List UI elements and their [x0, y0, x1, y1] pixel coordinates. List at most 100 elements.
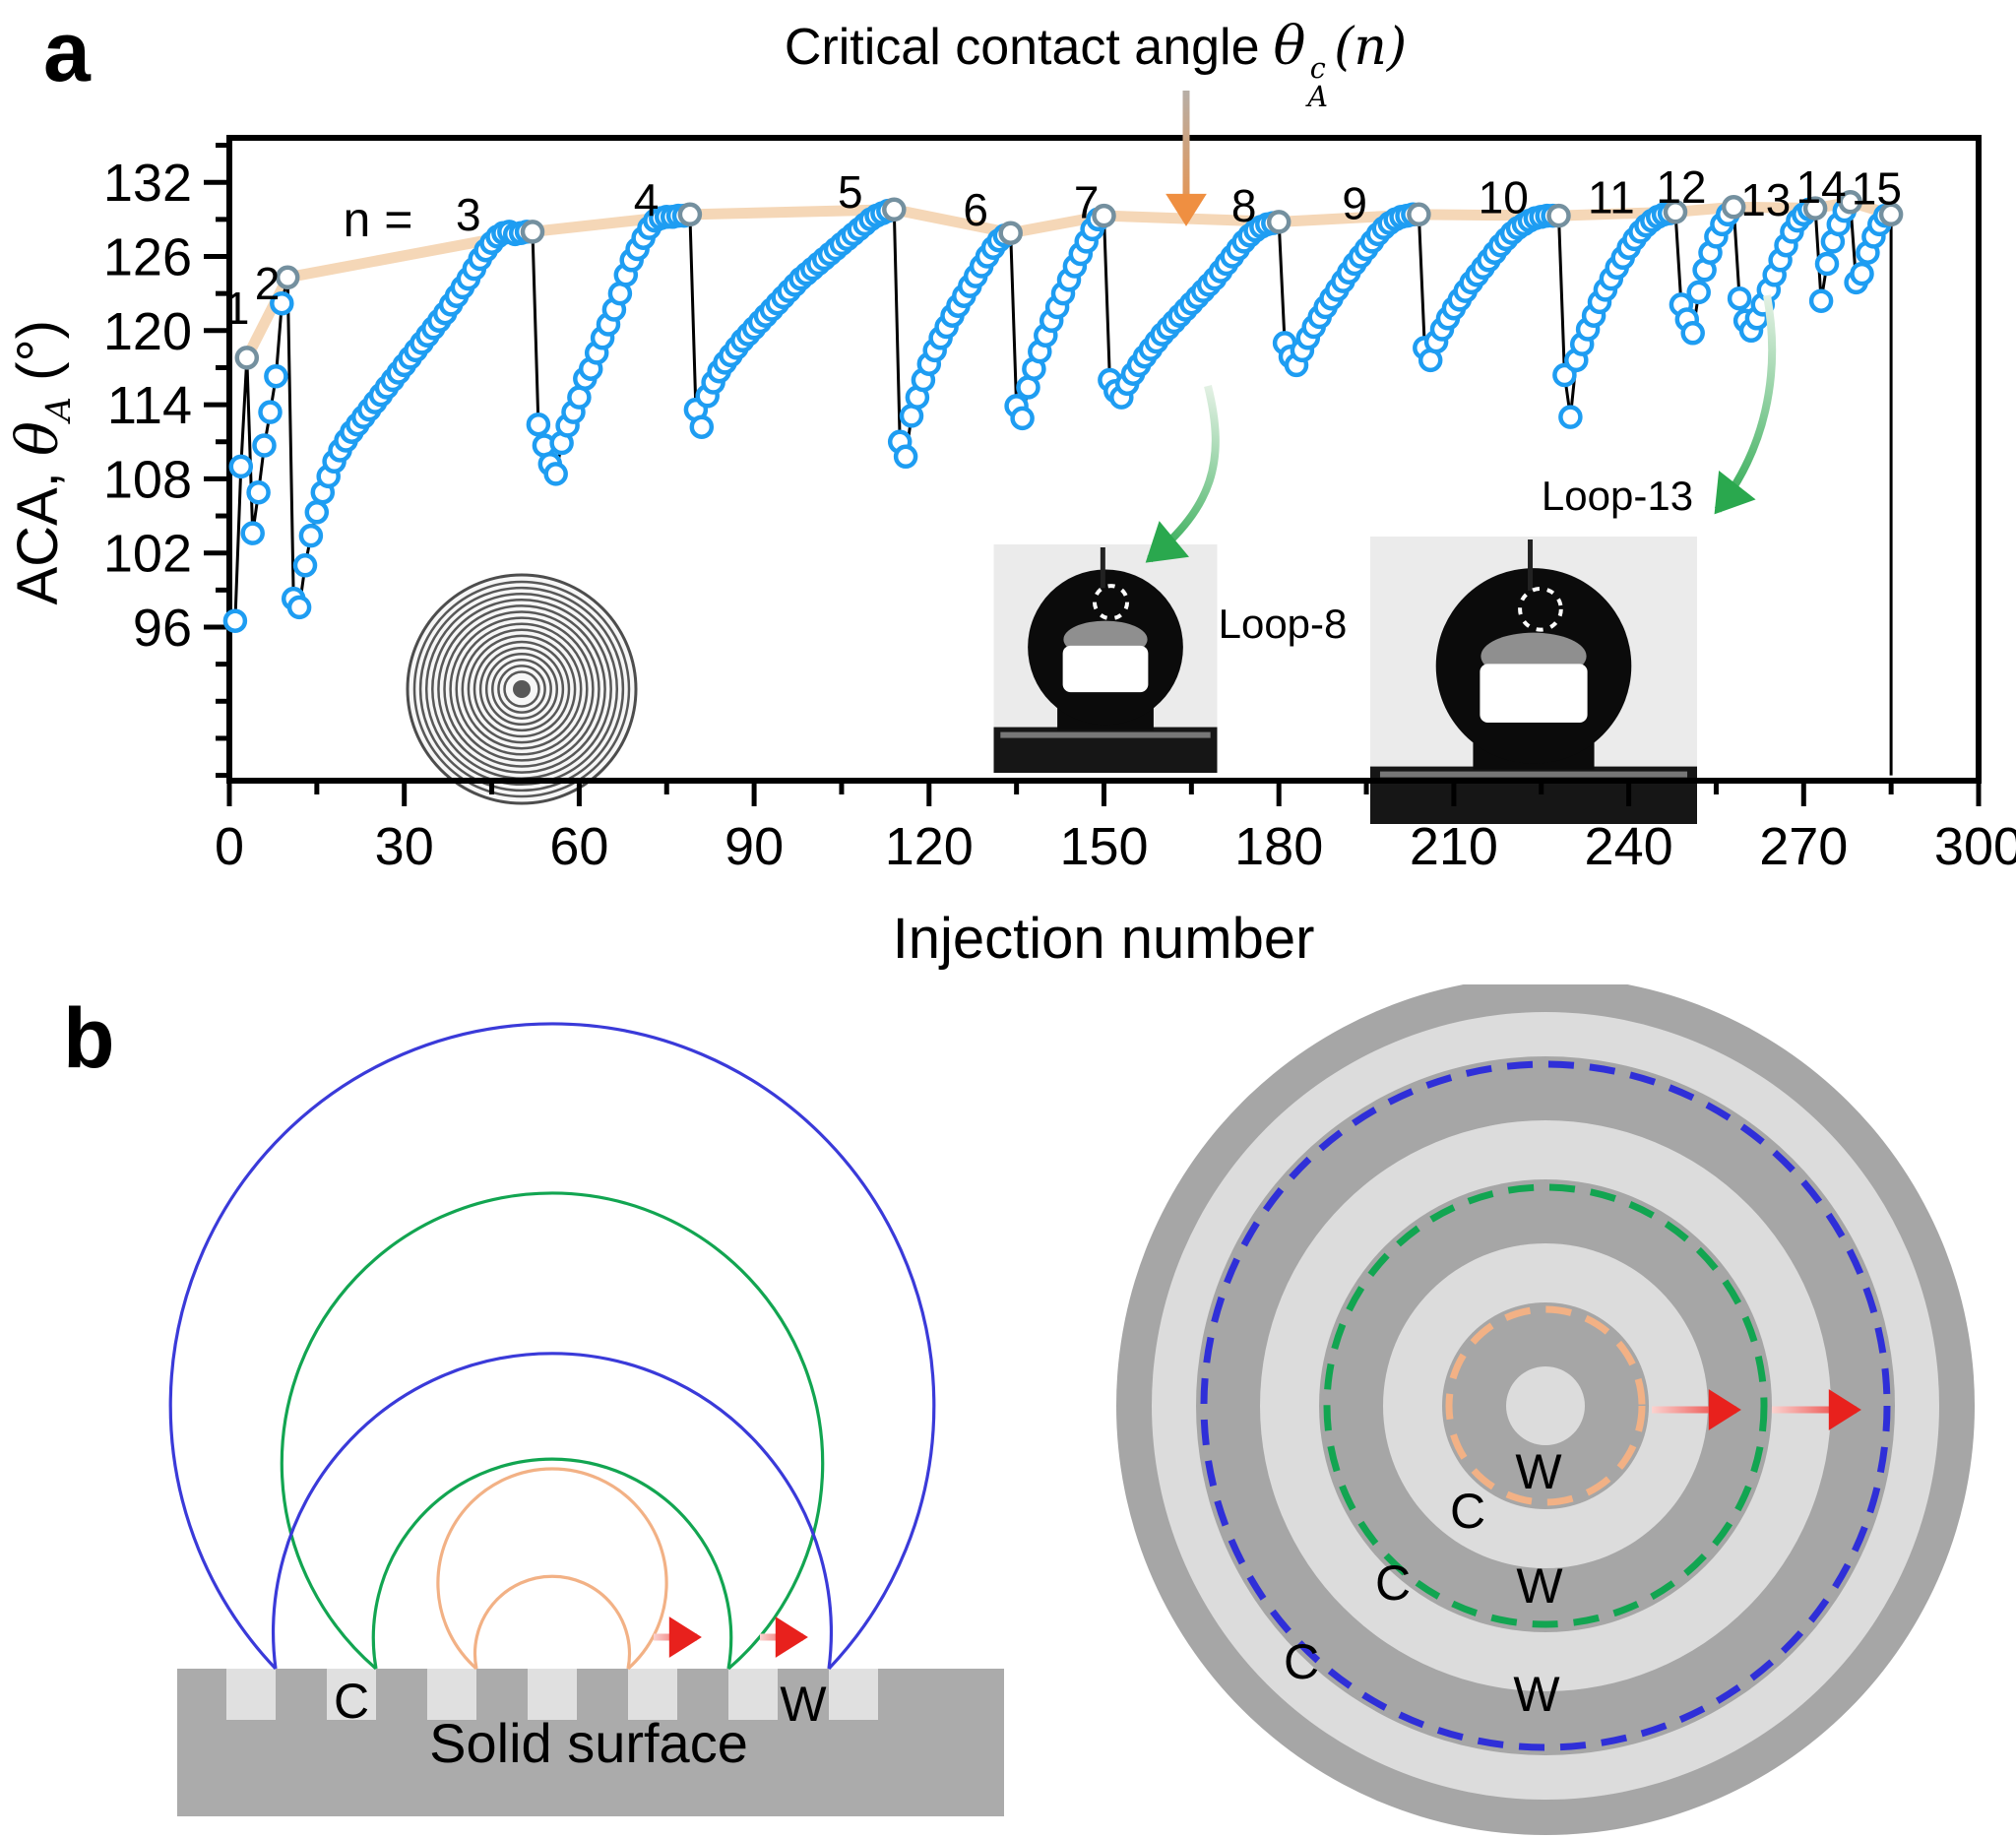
cross-section-w-label: W [780, 1677, 827, 1732]
data-marker [304, 500, 330, 525]
peak-marker [677, 202, 703, 227]
peak-marker [1838, 190, 1862, 215]
drop-profile-large-high [168, 1022, 936, 1671]
x-axis-title: Injection number [892, 907, 1315, 971]
loop13-pointer-arrow [1714, 294, 1777, 515]
data-marker [240, 521, 265, 545]
pattern-center-dot [513, 680, 531, 698]
x-tick-label: 60 [549, 817, 608, 876]
loop-label-7: 7 [1074, 176, 1100, 227]
w-label-mid: W [1516, 1558, 1563, 1614]
concentric-pattern-inset [406, 573, 638, 805]
pattern-ring [467, 634, 577, 744]
solid-surface-label: Solid surface [429, 1712, 748, 1774]
data-marker [1680, 321, 1705, 346]
chart-title: Critical contact angle θ c A (n) [784, 14, 1407, 110]
pinned-contact-circles [1200, 1060, 1891, 1751]
y-tick-label: 114 [107, 376, 192, 435]
c-label-mid: C [1375, 1555, 1411, 1611]
pattern-ring [478, 646, 565, 732]
x-tick-label: 30 [375, 817, 434, 876]
loop-label-2: 2 [255, 258, 281, 309]
x-tick-label: 240 [1585, 817, 1673, 876]
data-marker [228, 454, 254, 479]
x-tick-label: 300 [1934, 817, 2016, 876]
chart-annotations: n = Loop-8 Loop-13 [344, 91, 1777, 647]
needle [1100, 547, 1105, 589]
peak-marker [1092, 203, 1116, 228]
chart-title-text: Critical contact angle [784, 19, 1260, 76]
data-marker [1850, 261, 1874, 286]
pattern-ring [437, 604, 606, 774]
panel-a-chart: 0 30 60 90 120 150 180 210 240 270 300961021081141… [103, 91, 2016, 876]
data-marker [543, 462, 568, 486]
loop-label-14: 14 [1796, 161, 1846, 213]
peak-marker [882, 197, 907, 222]
data-marker [258, 400, 283, 424]
y-tick-label: 96 [133, 599, 192, 658]
peak-marker [1663, 200, 1688, 224]
y-tick-label: 102 [103, 525, 192, 584]
pattern-ring [443, 610, 600, 768]
pattern-ring [412, 580, 631, 798]
center-spot [1506, 1366, 1585, 1445]
w-label-outer: W [1513, 1667, 1560, 1722]
x-tick-label: 0 [215, 817, 244, 876]
data-marker [270, 290, 294, 316]
loop8-label: Loop-8 [1219, 601, 1348, 647]
well [226, 1669, 276, 1720]
well [728, 1669, 778, 1720]
data-marker [1814, 251, 1840, 277]
y-tick-label: 132 [103, 154, 192, 213]
w-label-inner: W [1515, 1444, 1562, 1499]
data-marker [298, 523, 324, 548]
x-tick-label: 270 [1759, 817, 1848, 876]
surface-wells [226, 1669, 878, 1720]
panel-a-letter: a [43, 5, 91, 99]
peak-marker [1878, 202, 1904, 227]
n-equals-label: n = [344, 192, 413, 247]
drop-profile-mid-low [371, 1457, 733, 1670]
pattern-ring [455, 622, 589, 756]
loop-label-1: 1 [224, 283, 250, 334]
substrate-highlight [1000, 731, 1211, 738]
c-label-inner: C [1450, 1484, 1485, 1539]
well [829, 1669, 878, 1720]
loop-label-3: 3 [456, 189, 481, 240]
well [427, 1669, 476, 1720]
loop-label-10: 10 [1479, 171, 1529, 222]
pattern-ring [449, 616, 595, 762]
data-marker [246, 479, 271, 505]
substrate-highlight [1379, 771, 1688, 778]
cross-section-c-label: C [334, 1674, 369, 1729]
x-tick-label: 150 [1059, 817, 1148, 876]
y-axis-ticks: 96 102 108 114 120 126 132 [103, 143, 229, 779]
drop-profile-mid-high [280, 1191, 825, 1671]
loop-label-4: 4 [634, 174, 660, 225]
peak-marker [520, 220, 545, 244]
loop-label-13: 13 [1740, 174, 1791, 225]
needle-ring-reflection [1518, 586, 1563, 632]
loop-label-6: 6 [963, 184, 988, 235]
panel-b-diagram: C W Solid surface W C W C W [168, 984, 1975, 1835]
data-marker [1727, 285, 1752, 311]
data-marker [252, 433, 277, 458]
loop-label-8: 8 [1231, 180, 1257, 231]
pattern-ring [424, 592, 619, 787]
peak-marker [1721, 195, 1746, 220]
peak-marker [234, 346, 260, 370]
peak-marker [1266, 210, 1292, 234]
pattern-ring [472, 640, 571, 738]
y-tick-label: 120 [103, 302, 192, 361]
loop-label-15: 15 [1852, 162, 1902, 214]
peak-marker [1407, 202, 1431, 227]
theta-sup-sub: c A [1307, 51, 1329, 113]
pattern-ring [503, 670, 540, 708]
x-tick-label: 180 [1234, 817, 1323, 876]
ring-pattern-top-view: W C W C W C [1116, 984, 1975, 1835]
data-marker [292, 553, 318, 578]
pattern-ring [497, 665, 546, 714]
needle-ring-reflection [1092, 584, 1130, 621]
y-tick-label: 108 [103, 450, 192, 509]
